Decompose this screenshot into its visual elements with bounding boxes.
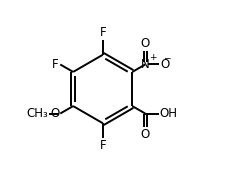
Text: O: O <box>159 58 169 71</box>
Text: O: O <box>140 128 149 141</box>
Text: +: + <box>148 53 156 62</box>
Text: F: F <box>99 140 106 153</box>
Text: OH: OH <box>159 107 177 120</box>
Text: F: F <box>99 25 106 38</box>
Text: F: F <box>52 58 59 71</box>
Text: N: N <box>140 58 149 71</box>
Text: O: O <box>50 107 59 120</box>
Text: −: − <box>162 53 170 62</box>
Text: O: O <box>140 37 149 50</box>
Text: CH₃: CH₃ <box>27 107 48 120</box>
